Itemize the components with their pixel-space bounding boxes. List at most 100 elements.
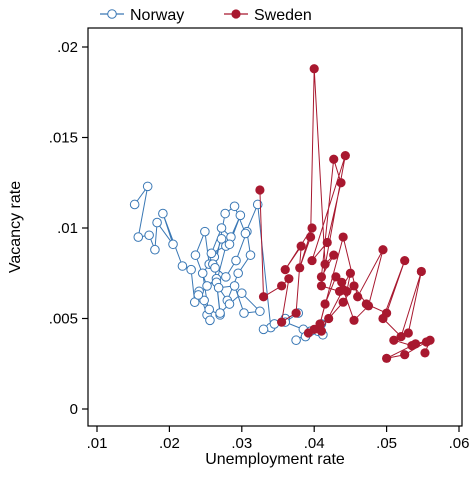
data-point xyxy=(235,210,246,221)
data-point xyxy=(284,274,294,284)
data-point xyxy=(316,272,327,282)
data-point xyxy=(177,261,188,271)
data-point xyxy=(337,277,347,287)
legend-marker xyxy=(231,9,241,19)
y-axis: 0 .005 .01 .015 .02 xyxy=(49,39,88,418)
data-point xyxy=(420,348,430,358)
y-tick-label: .01 xyxy=(57,220,78,237)
x-tick-label: .03 xyxy=(231,435,252,452)
data-point xyxy=(245,250,256,260)
data-point xyxy=(190,250,201,260)
data-point xyxy=(210,263,220,273)
data-point xyxy=(307,223,317,233)
data-point xyxy=(316,326,327,336)
data-point xyxy=(345,268,355,278)
data-point xyxy=(237,288,247,298)
data-point xyxy=(338,284,348,295)
data-point xyxy=(324,313,334,324)
data-point xyxy=(316,281,327,291)
data-point xyxy=(186,264,196,275)
series-sweden xyxy=(255,64,435,363)
data-point xyxy=(255,185,265,195)
x-tick-label: .06 xyxy=(449,435,470,452)
data-point xyxy=(378,313,388,324)
data-point xyxy=(224,299,235,309)
x-axis: .01 .02 .03 .04 .05 .06 xyxy=(87,426,470,452)
data-point xyxy=(309,64,319,74)
data-point xyxy=(309,324,319,334)
data-point xyxy=(277,281,287,291)
data-point xyxy=(224,239,235,250)
data-point xyxy=(296,241,306,251)
data-point xyxy=(403,328,413,338)
data-point xyxy=(307,255,317,266)
data-point xyxy=(338,232,348,242)
data-point xyxy=(329,250,339,260)
data-point xyxy=(361,299,371,309)
data-point xyxy=(305,232,316,242)
data-point xyxy=(400,350,410,360)
data-point xyxy=(349,281,359,291)
legend: Norway Sweden xyxy=(100,7,312,24)
data-point xyxy=(382,353,392,363)
data-point xyxy=(295,263,305,273)
data-point xyxy=(291,335,301,346)
data-point xyxy=(378,245,388,255)
data-point xyxy=(216,234,227,244)
data-point xyxy=(239,308,249,318)
data-point xyxy=(291,308,301,318)
data-point xyxy=(216,223,227,233)
data-point xyxy=(229,201,240,212)
data-point xyxy=(158,208,168,219)
data-point xyxy=(258,324,269,335)
data-point xyxy=(400,255,410,266)
data-point xyxy=(204,304,215,315)
x-axis-title: Unemployment rate xyxy=(205,451,345,468)
data-point xyxy=(221,272,231,282)
data-point xyxy=(202,281,212,291)
data-point xyxy=(152,217,162,228)
data-point xyxy=(193,290,204,300)
x-tick-label: .01 xyxy=(87,435,108,452)
data-point xyxy=(322,237,332,248)
data-point xyxy=(233,268,243,279)
series-layer xyxy=(129,64,435,363)
data-point xyxy=(336,178,346,188)
legend-item-sweden: Sweden xyxy=(224,7,312,24)
data-point xyxy=(320,259,330,269)
data-point xyxy=(410,339,421,349)
data-point xyxy=(258,292,269,302)
x-tick-label: .05 xyxy=(376,435,397,452)
data-point xyxy=(199,295,209,306)
data-point xyxy=(229,281,240,291)
data-point xyxy=(220,208,230,219)
data-point xyxy=(200,226,210,237)
data-point xyxy=(150,244,160,255)
data-point xyxy=(255,306,265,317)
data-point xyxy=(277,317,287,327)
y-tick-label: .02 xyxy=(57,39,78,56)
data-point xyxy=(144,230,154,241)
legend-marker xyxy=(107,9,117,19)
legend-label: Norway xyxy=(130,7,184,24)
data-point xyxy=(168,239,178,250)
data-point xyxy=(231,255,241,266)
data-point xyxy=(129,199,140,210)
data-point xyxy=(396,332,406,342)
data-point xyxy=(425,335,435,345)
y-axis-title: Vacancy rate xyxy=(7,181,24,273)
data-point xyxy=(320,299,330,309)
data-point xyxy=(416,266,426,277)
plot-area xyxy=(87,27,463,427)
data-point xyxy=(331,272,341,282)
data-point xyxy=(206,248,217,259)
data-point xyxy=(389,335,399,345)
data-point xyxy=(142,181,153,192)
data-point xyxy=(340,151,350,161)
data-point xyxy=(240,228,251,239)
data-point xyxy=(197,268,208,279)
legend-item-norway: Norway xyxy=(100,7,184,24)
data-point xyxy=(280,265,290,275)
data-point xyxy=(133,232,144,242)
